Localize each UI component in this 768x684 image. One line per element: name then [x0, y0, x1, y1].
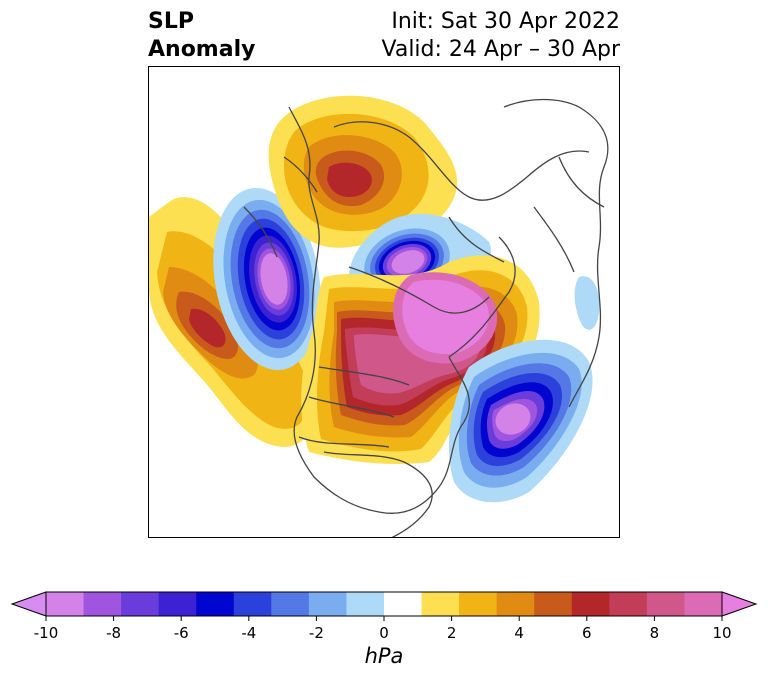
colorbar-tick-label: 10 [712, 624, 732, 642]
colorbar-bin [571, 592, 610, 616]
colorbar-tick-label: -10 [33, 624, 59, 642]
colorbar-over-arrow [721, 591, 758, 617]
colorbar-bin [346, 592, 385, 616]
colorbar-bin [684, 592, 723, 616]
colorbar-unit-label: hPa [364, 644, 404, 668]
colorbar-bin [196, 592, 235, 616]
colorbar-bin [609, 592, 648, 616]
colorbar: -10 -8 -6 -4 -2 0 2 4 6 8 10 hPa [0, 580, 768, 684]
map-panel [148, 66, 620, 538]
atlantic-low-anomaly [449, 339, 593, 503]
colorbar-bin [271, 592, 310, 616]
colorbar-bin [421, 592, 460, 616]
map-title: SLP Anomaly [148, 8, 255, 64]
colorbar-tick-label: 2 [446, 624, 457, 642]
colorbar-bin [46, 592, 85, 616]
title-field: Anomaly [148, 37, 256, 62]
gulf-of-alaska-low-anomaly [213, 187, 321, 371]
canada-greenland-high-anomaly [301, 255, 540, 464]
colorbar-bin [646, 592, 685, 616]
init-time: Init: Sat 30 Apr 2022 [391, 9, 620, 34]
colorbar-tick-label: -6 [173, 624, 189, 642]
title-variable: SLP [148, 9, 194, 34]
colorbar-tick-label: 8 [649, 624, 660, 642]
colorbar-bin [83, 592, 122, 616]
colorbar-bin [308, 592, 347, 616]
colorbar-bin [534, 592, 573, 616]
colorbar-bin [121, 592, 160, 616]
colorbar-graphic [10, 591, 758, 621]
colorbar-tick-label: 6 [582, 624, 592, 642]
coastlines [243, 98, 609, 537]
colorbar-under-arrow [10, 591, 47, 617]
colorbar-tick-label: -2 [308, 624, 324, 642]
colorbar-tick-label: -8 [106, 624, 122, 642]
colorbar-bin [384, 592, 423, 616]
siberia-high-anomaly [268, 95, 458, 248]
colorbar-tick-label: -4 [241, 624, 257, 642]
map-subtitle: Init: Sat 30 Apr 2022 Valid: 24 Apr – 30… [382, 8, 621, 64]
colorbar-bin [233, 592, 272, 616]
colorbar-bin [496, 592, 535, 616]
colorbar-bin [459, 592, 498, 616]
colorbar-tick-label: 0 [379, 624, 389, 642]
europe-low-anomaly [574, 276, 600, 330]
anomaly-map [149, 95, 609, 537]
valid-period: Valid: 24 Apr – 30 Apr [381, 37, 621, 62]
colorbar-bin [158, 592, 197, 616]
colorbar-tick-label: 4 [514, 624, 524, 642]
